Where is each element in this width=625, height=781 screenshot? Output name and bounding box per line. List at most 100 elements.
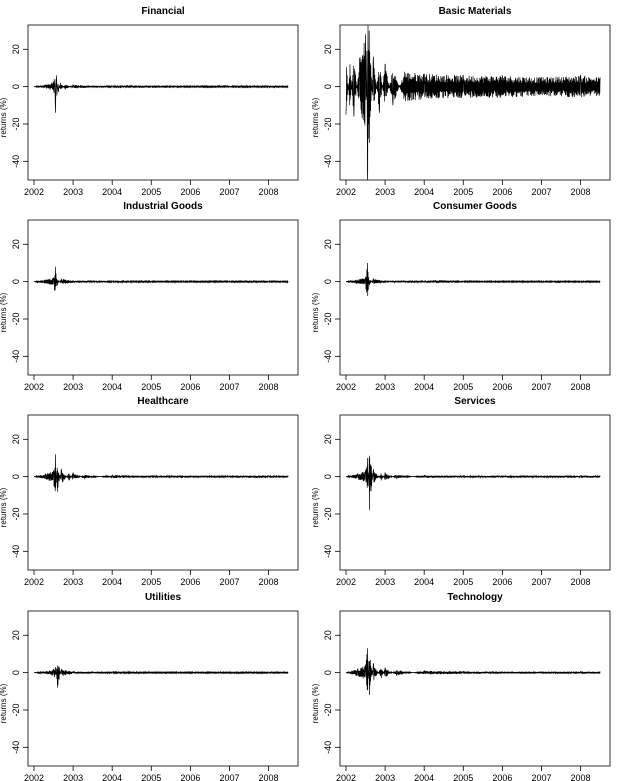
x-tick-label: 2002 [24,187,44,197]
y-tick-label: 20 [11,239,21,249]
y-axis-label: returns (%) [0,292,8,332]
x-tick-label: 2002 [336,577,356,587]
panel-services: Services 2002 2003 2004 2005 2006 2007 2008 20 0 -… [311,396,611,587]
x-tick-label: 2003 [375,773,395,781]
y-tick-label: 0 [11,474,21,479]
y-axis-label: returns (%) [311,683,320,723]
y-tick-label: -40 [11,155,21,168]
panel-title: Consumer Goods [433,201,517,212]
plot-frame [339,219,611,376]
panel-basic-materials: Basic Materials 2002 2003 2004 2005 2006 2007 2… [311,6,611,197]
x-tick-label: 2008 [571,773,591,781]
y-tick-label: 20 [323,434,333,444]
x-tick-label: 2007 [531,773,551,781]
x-tick-label: 2003 [375,577,395,587]
x-tick-label: 2006 [180,382,200,392]
series-line [345,24,601,181]
x-tick-label: 2006 [492,382,512,392]
panel-title: Healthcare [137,396,189,407]
y-tick-label: 0 [11,670,21,675]
x-tick-label: 2006 [180,187,200,197]
y-tick-label: 0 [11,84,21,89]
x-tick-label: 2008 [571,187,591,197]
panel-consumer-goods: Consumer Goods 2002 2003 2004 2005 2006 2007 20… [311,201,611,392]
x-tick-label: 2008 [259,382,279,392]
series-line [34,665,289,688]
x-tick-label: 2006 [180,577,200,587]
panel-title: Technology [447,592,503,603]
x-tick-label: 2005 [141,773,161,781]
x-tick-label: 2002 [24,577,44,587]
x-tick-label: 2003 [375,382,395,392]
panel-technology: Technology 2002 2003 2004 2005 2006 2007 2008 20… [311,592,611,781]
y-tick-label: 20 [11,434,21,444]
y-axis-label: returns (%) [0,487,8,527]
x-tick-label: 2003 [63,773,83,781]
panel-title: Services [454,396,496,407]
y-tick-label: -20 [323,703,333,716]
x-tick-label: 2008 [259,187,279,197]
panel-title: Industrial Goods [123,201,203,212]
series-line [345,648,601,696]
y-tick-label: 20 [323,630,333,640]
series-line [345,455,601,511]
y-tick-label: -40 [11,350,21,363]
y-tick-label: -20 [323,312,333,325]
y-tick-label: -20 [323,507,333,520]
panel-title: Utilities [145,592,182,603]
x-tick-label: 2003 [63,382,83,392]
x-tick-label: 2002 [24,773,44,781]
y-axis-label: returns (%) [311,292,320,332]
x-tick-label: 2004 [102,187,122,197]
x-tick-label: 2006 [492,577,512,587]
panel-healthcare: Healthcare 2002 2003 2004 2005 2006 2007 2008 20… [0,396,299,587]
x-tick-label: 2006 [492,773,512,781]
x-tick-label: 2008 [259,773,279,781]
y-tick-label: 0 [11,279,21,284]
x-tick-label: 2004 [102,382,122,392]
x-tick-label: 2005 [141,577,161,587]
x-tick-label: 2004 [414,382,434,392]
y-tick-label: 20 [11,44,21,54]
y-tick-label: 20 [11,630,21,640]
panel-title: Basic Materials [439,6,512,17]
y-tick-label: -20 [11,117,21,130]
y-tick-label: -40 [323,155,333,168]
plot-frame [27,610,299,767]
plot-frame [27,24,299,181]
x-tick-label: 2002 [24,382,44,392]
x-tick-label: 2008 [571,577,591,587]
x-tick-label: 2002 [336,773,356,781]
x-tick-label: 2005 [453,382,473,392]
y-tick-label: 0 [323,670,333,675]
y-tick-label: 0 [323,474,333,479]
y-tick-label: -40 [11,545,21,558]
x-tick-label: 2004 [414,187,434,197]
plot-frame [339,24,611,181]
x-tick-label: 2006 [180,773,200,781]
panel-financial: Financial 2002 2003 2004 2005 2006 2007 2008 20 0… [0,6,299,197]
panel-utilities: Utilities 2002 2003 2004 2005 2006 2007 2008 20 0… [0,592,299,781]
y-tick-label: 0 [323,279,333,284]
plot-frame [27,219,299,376]
x-tick-label: 2002 [336,382,356,392]
plot-frame [339,610,611,767]
y-tick-label: -20 [11,703,21,716]
x-tick-label: 2005 [453,773,473,781]
x-tick-label: 2005 [141,382,161,392]
x-tick-label: 2004 [414,577,434,587]
x-tick-label: 2002 [336,187,356,197]
x-tick-label: 2007 [531,577,551,587]
x-tick-label: 2008 [259,577,279,587]
x-tick-label: 2007 [219,577,239,587]
x-tick-label: 2004 [414,773,434,781]
x-tick-label: 2005 [141,187,161,197]
panel-industrial-goods: Industrial Goods 2002 2003 2004 2005 2006 2007… [0,201,299,392]
x-tick-label: 2003 [63,187,83,197]
x-tick-label: 2006 [492,187,512,197]
series-line [33,266,289,291]
y-tick-label: -20 [323,117,333,130]
y-tick-label: -20 [11,507,21,520]
x-tick-label: 2005 [453,187,473,197]
